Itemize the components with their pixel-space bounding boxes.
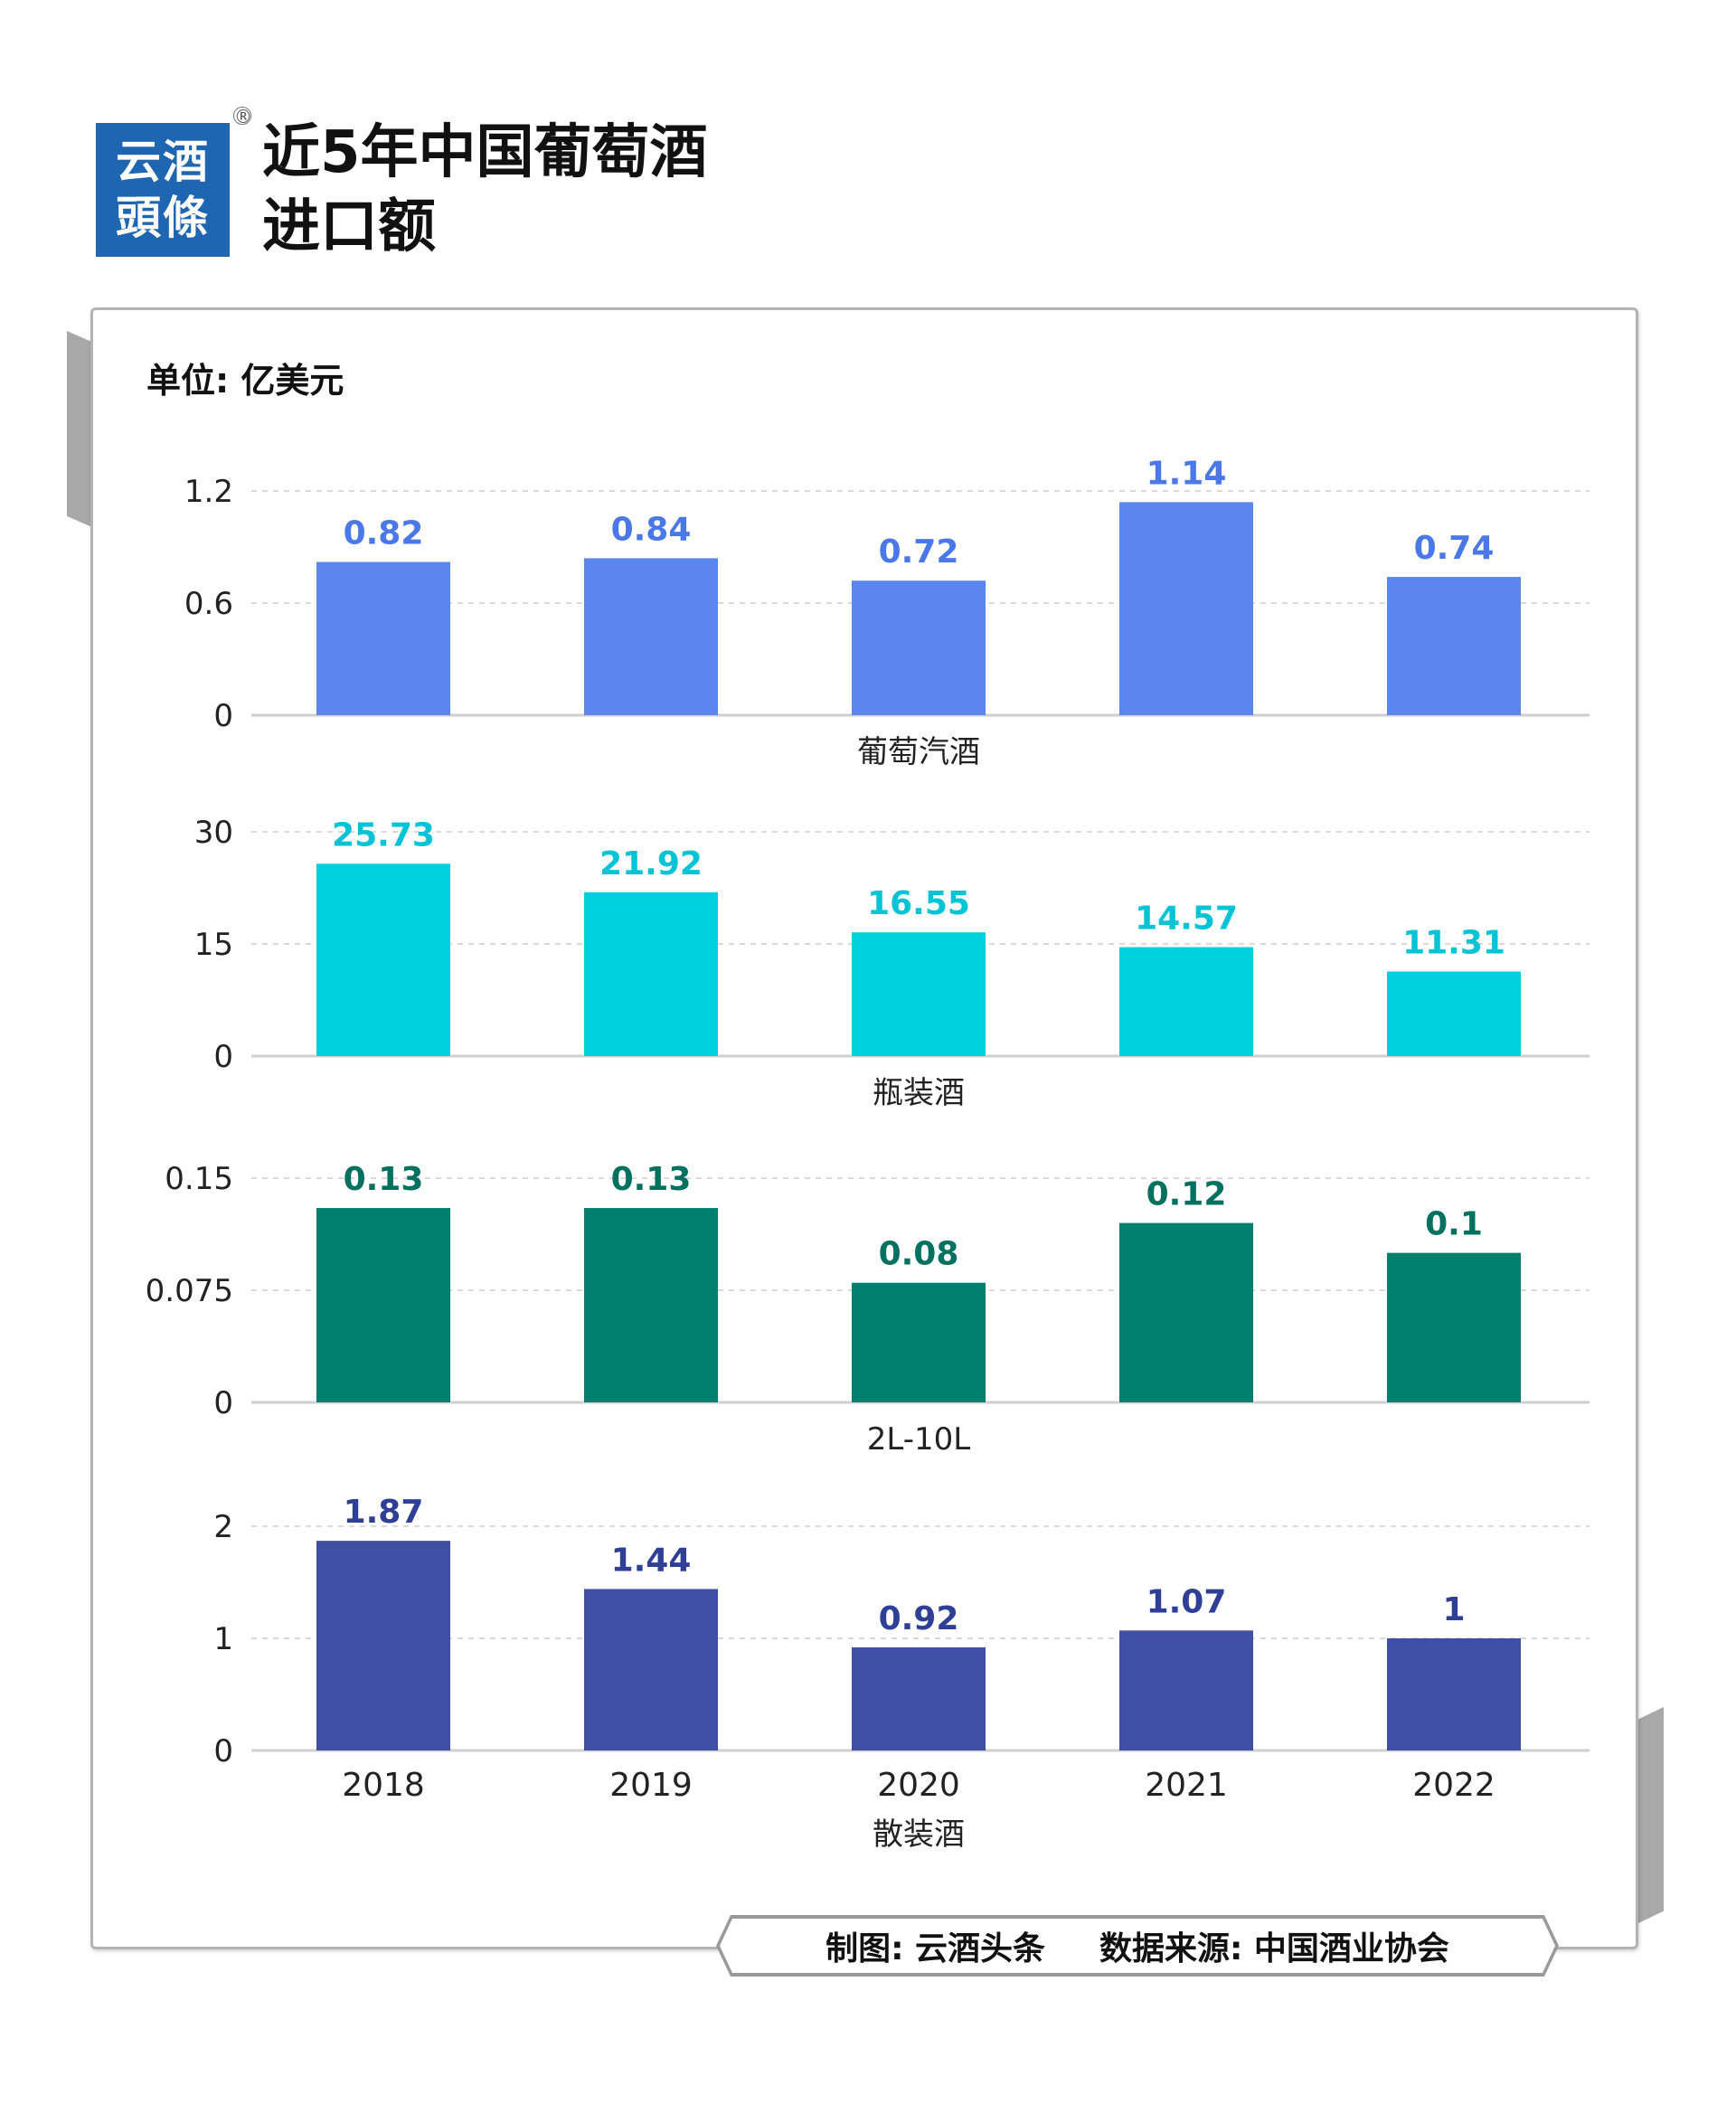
unit-label: 单位: 亿美元 — [146, 361, 344, 401]
footer-credit: 制图: 云酒头条 — [826, 1930, 1045, 1967]
bar — [1119, 1222, 1253, 1402]
data-label: 21.92 — [599, 845, 703, 882]
data-label: 1.44 — [611, 1542, 692, 1579]
x-tick-label: 2018 — [342, 1767, 425, 1804]
logo-line-2: 頭條 — [116, 191, 210, 244]
data-label: 25.73 — [332, 816, 435, 854]
data-label: 1.07 — [1146, 1583, 1227, 1620]
frame-tab-left — [67, 331, 94, 528]
y-tick-label: 30 — [194, 815, 233, 851]
y-tick-label: 1.2 — [184, 474, 233, 510]
logo-line-1: 云酒 — [116, 135, 210, 188]
data-label: 11.31 — [1402, 925, 1505, 962]
bar — [852, 932, 986, 1056]
data-label: 0.72 — [879, 533, 959, 571]
bar — [316, 1208, 450, 1402]
brand-logo: 云酒 頭條 — [96, 123, 230, 257]
y-tick-label: 1 — [213, 1621, 233, 1657]
bar — [584, 1589, 718, 1750]
data-label: 0.84 — [611, 511, 692, 548]
y-tick-label: 0.075 — [146, 1273, 233, 1309]
registered-mark: ® — [233, 106, 252, 127]
footer-credits: 制图: 云酒头条 数据来源: 中国酒业协会 — [720, 1919, 1555, 1973]
data-label: 1 — [1442, 1591, 1465, 1628]
data-label: 0.74 — [1414, 530, 1495, 567]
x-axis-label: 葡萄汽酒 — [857, 734, 980, 770]
data-label: 1.14 — [1146, 455, 1227, 492]
data-label: 0.13 — [611, 1161, 692, 1198]
bar — [584, 892, 718, 1056]
footer-source: 数据来源: 中国酒业协会 — [1099, 1930, 1449, 1967]
title-line-1: 近5年中国葡萄酒 — [262, 119, 708, 186]
y-tick-label: 15 — [194, 927, 233, 963]
bar — [584, 558, 718, 715]
y-tick-label: 0.6 — [184, 586, 233, 622]
bar — [1387, 1638, 1521, 1750]
bar — [852, 1282, 986, 1402]
bar — [1119, 947, 1253, 1056]
y-tick-label: 0 — [213, 698, 233, 734]
y-tick-label: 0 — [213, 1733, 233, 1769]
bar — [1119, 502, 1253, 715]
frame-tab-right — [1637, 1707, 1664, 1924]
y-tick-label: 0 — [213, 1385, 233, 1421]
x-axis-label: 散装酒 — [873, 1816, 965, 1853]
y-tick-label: 0.15 — [165, 1161, 233, 1197]
bar — [852, 580, 986, 715]
bar — [1387, 971, 1521, 1056]
x-axis-label: 瓶装酒 — [873, 1075, 965, 1111]
data-label: 0.82 — [344, 515, 424, 552]
data-label: 0.13 — [344, 1161, 424, 1198]
data-label: 0.12 — [1146, 1176, 1227, 1213]
page-title: 近5年中国葡萄酒 进口额 — [262, 116, 967, 264]
data-label: 0.92 — [879, 1600, 959, 1637]
x-tick-label: 2021 — [1145, 1767, 1228, 1804]
bar — [852, 1646, 986, 1750]
x-tick-label: 2019 — [609, 1767, 693, 1804]
bar — [584, 1208, 718, 1402]
x-tick-label: 2020 — [877, 1767, 960, 1804]
bar — [316, 561, 450, 715]
title-line-2: 进口额 — [262, 193, 436, 260]
bar — [1387, 577, 1521, 715]
bar — [316, 1541, 450, 1750]
data-label: 16.55 — [867, 885, 970, 922]
x-axis-label: 2L-10L — [867, 1421, 971, 1458]
x-tick-label: 2022 — [1412, 1767, 1495, 1804]
data-label: 0.08 — [879, 1236, 959, 1273]
bar — [316, 863, 450, 1056]
bar — [1387, 1252, 1521, 1402]
data-label: 0.1 — [1425, 1206, 1483, 1243]
y-tick-label: 2 — [213, 1509, 233, 1545]
data-label: 14.57 — [1135, 901, 1238, 938]
data-label: 1.87 — [344, 1494, 424, 1531]
bar — [1119, 1630, 1253, 1750]
y-tick-label: 0 — [213, 1039, 233, 1075]
